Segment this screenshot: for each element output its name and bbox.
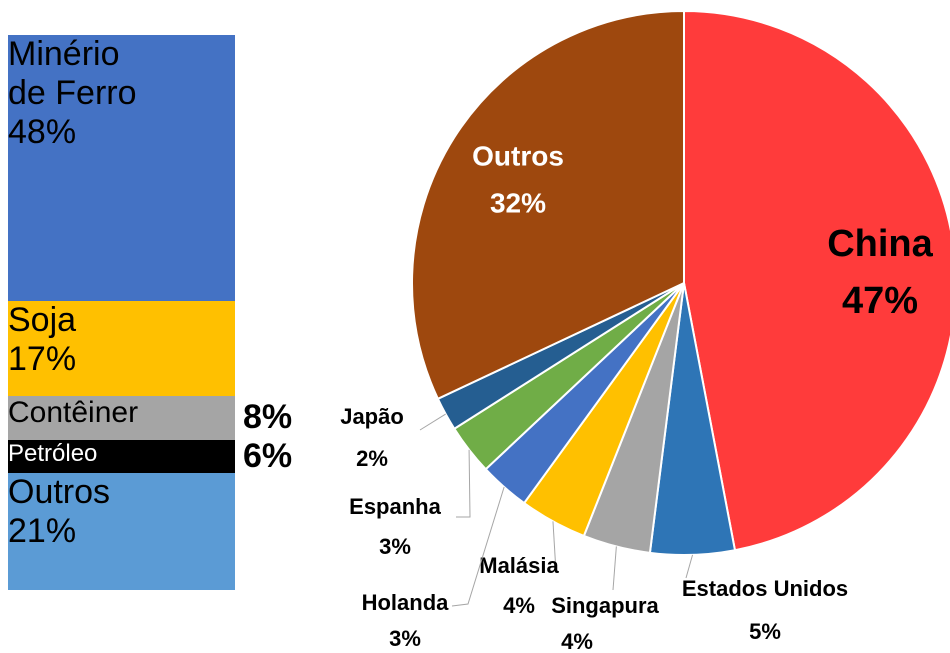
value-label: 48% bbox=[8, 113, 77, 151]
leader-line bbox=[612, 546, 617, 591]
value-label: 17% bbox=[8, 340, 77, 379]
pie-slice bbox=[411, 9, 685, 401]
value-label: 2% bbox=[356, 446, 388, 471]
leader-line bbox=[419, 413, 446, 431]
value-label: 21% bbox=[8, 512, 77, 551]
leader-line bbox=[456, 449, 471, 518]
segment-label: Petróleo bbox=[8, 440, 235, 468]
leader-line bbox=[685, 554, 694, 579]
value-label: 4% bbox=[561, 629, 593, 653]
bar-segment: Contêiner bbox=[8, 395, 235, 441]
value-label: 32% bbox=[490, 187, 546, 218]
category-label: Minério de Ferro bbox=[8, 35, 137, 112]
bar-segment: Minério de Ferro 48% bbox=[8, 35, 235, 302]
segment-label: Contêiner bbox=[8, 396, 235, 430]
category-label: Singapura bbox=[551, 593, 659, 618]
value-label: 3% bbox=[379, 534, 411, 559]
category-label: Outros bbox=[472, 140, 564, 171]
category-label: Estados Unidos bbox=[682, 576, 848, 601]
bar-segment: Petróleo bbox=[8, 440, 235, 474]
value-label: 6% bbox=[243, 436, 293, 475]
category-label: Soja bbox=[8, 301, 77, 340]
category-label: Japão bbox=[340, 404, 404, 429]
category-label: Petróleo bbox=[8, 440, 98, 468]
category-label: Contêiner bbox=[8, 395, 139, 429]
value-label: 5% bbox=[749, 619, 781, 644]
category-label: Espanha bbox=[349, 494, 441, 519]
bar-segment: Outros 21% bbox=[8, 473, 235, 590]
value-label: 4% bbox=[503, 593, 535, 618]
pie-slice bbox=[683, 9, 950, 552]
value-label: 3% bbox=[389, 626, 421, 651]
category-label: Malásia bbox=[479, 553, 559, 578]
stacked-bar: Minério de Ferro 48% Soja 17% Contêiner 8% Pet… bbox=[8, 35, 292, 590]
category-label: Outros bbox=[8, 473, 111, 512]
leader-line bbox=[451, 486, 505, 607]
bar-segment: Soja 17% bbox=[8, 301, 235, 396]
segment-label: Soja 17% bbox=[8, 301, 158, 379]
category-label: Holanda bbox=[362, 590, 450, 615]
category-label: China bbox=[827, 223, 933, 265]
segment-label: Minério de Ferro 48% bbox=[8, 35, 158, 152]
leader-line bbox=[552, 521, 557, 573]
value-label: 8% bbox=[243, 397, 293, 436]
value-label: 47% bbox=[842, 280, 918, 322]
segment-label: Outros 21% bbox=[8, 473, 158, 551]
